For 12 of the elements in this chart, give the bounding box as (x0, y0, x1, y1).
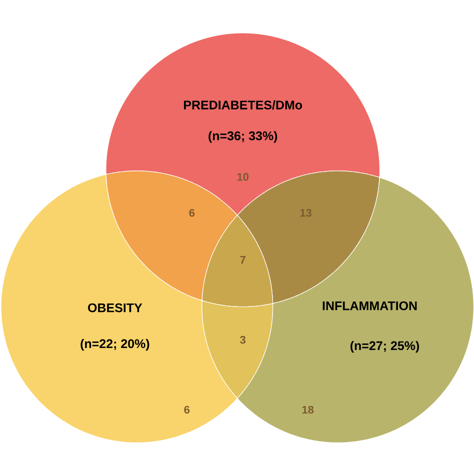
data-label: 7 (240, 256, 246, 264)
text: (n=22; 20%) (80, 339, 150, 351)
data-label: 6 (184, 406, 190, 414)
data-label: 18 (302, 406, 314, 414)
text: OBESITY (88, 304, 142, 312)
data-label: 3 (240, 336, 246, 344)
data-label: 6 (189, 209, 195, 217)
text: INFLAMMATION (322, 302, 417, 310)
text: (n=27; 25%) (350, 341, 420, 353)
data-label: 10 (237, 173, 249, 181)
text: (n=36; 33%) (208, 131, 278, 143)
text: PREDIABETES/DMo (184, 100, 302, 110)
